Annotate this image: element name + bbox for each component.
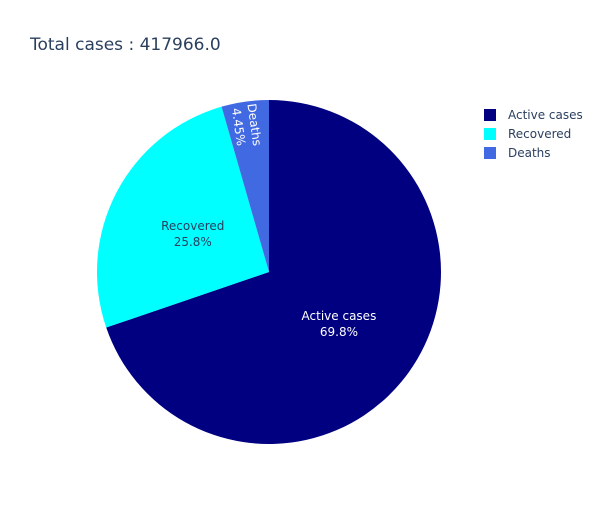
slice-label-percent: 25.8%: [174, 235, 212, 249]
pie-slice-recovered: [97, 106, 269, 328]
legend-swatch: [484, 109, 496, 121]
legend: Active cases Recovered Deaths: [484, 108, 583, 160]
pie-slice-active-cases: [106, 100, 441, 444]
slice-label-name: Active cases: [302, 309, 377, 323]
legend-label: Deaths: [508, 146, 551, 160]
slice-label-recovered: Recovered 25.8%: [161, 219, 224, 249]
legend-label: Active cases: [508, 108, 583, 122]
legend-item-recovered[interactable]: Recovered: [484, 127, 571, 141]
slice-label-active-cases: Active cases 69.8%: [302, 309, 377, 339]
slice-label-percent: 4.45%: [229, 107, 248, 147]
chart-title: Total cases : 417966.0: [29, 35, 221, 55]
legend-swatch: [484, 147, 496, 159]
pie-slices: [97, 100, 441, 444]
slice-labels: Active cases 69.8% Recovered 25.8% Deaths4.4…: [161, 103, 376, 339]
slice-label-percent: 69.8%: [320, 325, 358, 339]
slice-label-name: Deaths: [244, 103, 264, 147]
legend-item-active-cases[interactable]: Active cases: [484, 108, 583, 122]
legend-item-deaths[interactable]: Deaths: [484, 146, 551, 160]
slice-label-name: Recovered: [161, 219, 224, 233]
legend-label: Recovered: [508, 127, 571, 141]
pie-slice-deaths: [221, 100, 269, 272]
legend-swatch: [484, 128, 496, 140]
